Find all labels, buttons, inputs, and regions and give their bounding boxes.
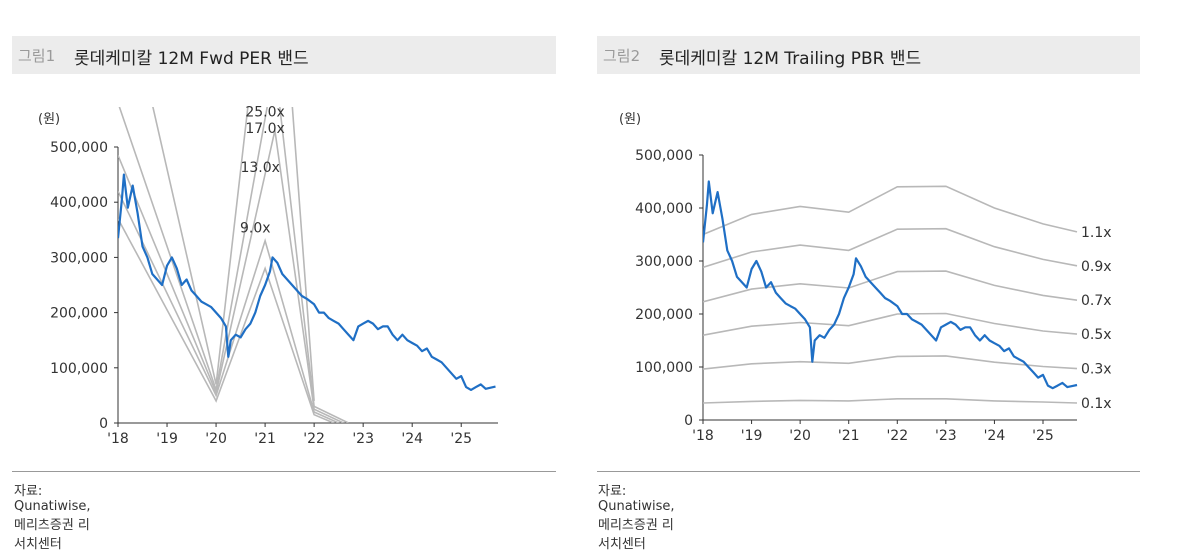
x-tick-label: '23 (352, 431, 374, 447)
band-line-13.0x (118, 130, 344, 423)
x-tick-label: '20 (789, 428, 811, 444)
band-line-17.0x (118, 107, 349, 423)
price-line (118, 173, 496, 391)
y-tick-label: 400,000 (50, 195, 108, 211)
y-tick-label: 500,000 (635, 148, 693, 164)
band-line-0.1x (703, 397, 1078, 404)
x-tick-label: '22 (886, 428, 908, 444)
x-tick-label: '22 (303, 431, 325, 447)
figure-label: 그림2 (603, 47, 641, 65)
x-tick-label: '23 (935, 428, 957, 444)
x-tick-label: '20 (205, 431, 227, 447)
band-label: 13.0x (240, 160, 279, 176)
x-tick-label: '21 (254, 431, 276, 447)
band-line-0.5x (703, 312, 1078, 336)
x-tick-label: '24 (984, 428, 1006, 444)
y-tick-label: 100,000 (50, 361, 108, 377)
band-line-25.0x (152, 107, 315, 401)
band-label: 9.0x (240, 221, 271, 237)
x-tick-label: '25 (450, 431, 472, 447)
band-label: 17.0x (245, 121, 284, 137)
band-line (118, 218, 335, 423)
y-tick-label: 0 (684, 413, 693, 429)
x-tick-label: '19 (156, 431, 178, 447)
source-text: 자료: Qunatiwise, 메리츠증권 리서치센터 (14, 484, 91, 552)
band-label: 0.7x (1081, 293, 1112, 309)
band-label: 25.0x (245, 105, 284, 121)
price-line (703, 180, 1078, 390)
source-divider (597, 471, 1140, 472)
band-line-0.7x (703, 270, 1078, 303)
y-tick-label: 300,000 (635, 254, 693, 270)
source-text: 자료: Qunatiwise, 메리츠증권 리서치센터 (598, 484, 675, 552)
pbr-band-chart: (원) 0 100,000 200,000 300,000 400,000 500,000 '… (619, 112, 1112, 444)
y-tick-label: 100,000 (635, 360, 693, 376)
x-tick-label: '18 (692, 428, 714, 444)
band-label: 0.3x (1081, 362, 1112, 378)
y-tick-label: 500,000 (50, 140, 108, 156)
band-line-0.9x (703, 227, 1078, 269)
x-tick-label: '24 (401, 431, 423, 447)
band-label: 0.5x (1081, 327, 1112, 343)
per-band-chart: (원) 0 100,000 200,000 300,000 400,000 500,000 '… (38, 105, 498, 447)
y-tick-label: 200,000 (635, 307, 693, 323)
source-divider (12, 471, 556, 472)
y-tick-label: 200,000 (50, 306, 108, 322)
figure-label: 그림1 (18, 47, 56, 65)
chart-title: 롯데케미칼 12M Trailing PBR 밴드 (659, 49, 922, 69)
y-tick-label: 300,000 (50, 250, 108, 266)
x-tick-label: '18 (107, 431, 129, 447)
chart-title-bar: 그림2 롯데케미칼 12M Trailing PBR 밴드 (597, 36, 1140, 74)
x-tick-label: '25 (1032, 428, 1054, 444)
x-tick-label: '21 (838, 428, 860, 444)
y-unit-label: (원) (619, 112, 641, 127)
band-label: 0.9x (1081, 259, 1112, 275)
y-unit-label: (원) (38, 112, 60, 127)
band-label: 1.1x (1081, 225, 1112, 241)
band-line-9.0x (118, 190, 339, 423)
band-label: 0.1x (1081, 396, 1112, 412)
band-line-1.1x (703, 185, 1078, 236)
y-tick-label: 400,000 (635, 201, 693, 217)
y-tick-label: 0 (99, 416, 108, 432)
band-line-0.3x (703, 355, 1078, 370)
x-tick-label: '19 (741, 428, 763, 444)
chart-title: 롯데케미칼 12M Fwd PER 밴드 (74, 49, 309, 69)
chart-title-bar: 그림1 롯데케미칼 12M Fwd PER 밴드 (12, 36, 556, 74)
